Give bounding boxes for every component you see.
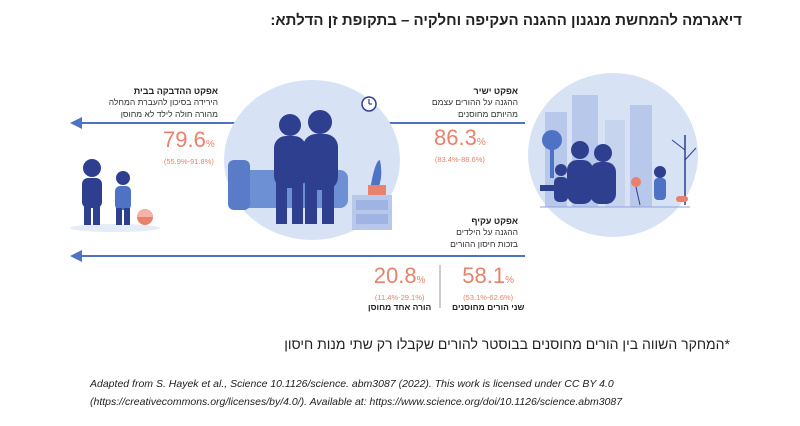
indirect-effect-desc1: ההגנה על הילדים xyxy=(456,227,518,237)
two-parents-ci: (53.1%-62.6%) xyxy=(463,293,514,302)
indirect-arrow-head xyxy=(70,250,82,262)
direct-effect-desc1: ההגנה על ההורים עצמם xyxy=(431,97,518,107)
direct-effect-ci: (83.4%-88.6%) xyxy=(434,155,485,164)
one-parent-ci: (11.4%-29.1%) xyxy=(374,293,425,302)
direct-arrow-head xyxy=(70,117,82,129)
direct-effect-value-block: 86.3% (83.4%-88.6%) xyxy=(434,125,486,165)
children-illustration xyxy=(70,159,160,232)
diagram-title: דיאגרמה להמחשת מנגנון ההגנה העקיפה וחלקי… xyxy=(270,12,742,29)
one-parent-block: 20.8% (11.4%-29.1%) הורה אחד מחוסן xyxy=(368,263,432,313)
home-parents-illustration xyxy=(224,80,400,240)
two-parents-block: 58.1% (53.1%-62.6%) שני הורים מחוסנים xyxy=(452,263,525,313)
credit-line-1: Adapted from S. Hayek et al., Science 10… xyxy=(90,378,614,390)
two-parents-label: שני הורים מחוסנים xyxy=(452,302,525,312)
indirect-effect-desc2: בזכות חיסון ההורים xyxy=(450,239,518,249)
home-effect-block: אפקט ההדבקה בבית הירידה בסיכון להעברת המ… xyxy=(58,86,218,120)
home-effect-heading: אפקט ההדבקה בבית xyxy=(133,86,218,96)
one-parent-label: הורה אחד מחוסן xyxy=(368,302,432,312)
two-parents-value: 58.1% xyxy=(462,263,515,288)
indirect-effect-heading: אפקט עקיף xyxy=(471,216,518,226)
direct-effect-desc2: מהיותם מחוסנים xyxy=(458,109,518,119)
direct-effect-block: אפקט ישיר ההגנה על ההורים עצמם מהיותם מח… xyxy=(398,86,518,120)
city-family-illustration xyxy=(528,73,698,237)
home-effect-value-block: 79.6% (55.9%-91.8%) xyxy=(163,127,215,167)
direct-effect-heading: אפקט ישיר xyxy=(473,86,518,96)
home-effect-desc2: מהורה חולה לילד לא מחוסן xyxy=(120,109,218,119)
footnote: *המחקר השווה בין הורים מחוסנים בבוסטר לה… xyxy=(284,336,730,352)
direct-effect-value: 86.3% xyxy=(434,125,486,150)
home-effect-ci: (55.9%-91.8%) xyxy=(163,157,214,166)
credit-line-2: (https://creativecommons.org/licenses/by… xyxy=(90,396,623,408)
one-parent-value: 20.8% xyxy=(373,263,426,288)
indirect-effect-block: אפקט עקיף ההגנה על הילדים בזכות חיסון הה… xyxy=(398,216,518,250)
home-effect-value: 79.6% xyxy=(163,127,215,152)
home-effect-desc1: הירידה בסיכון להעברת המחלה xyxy=(108,97,218,107)
